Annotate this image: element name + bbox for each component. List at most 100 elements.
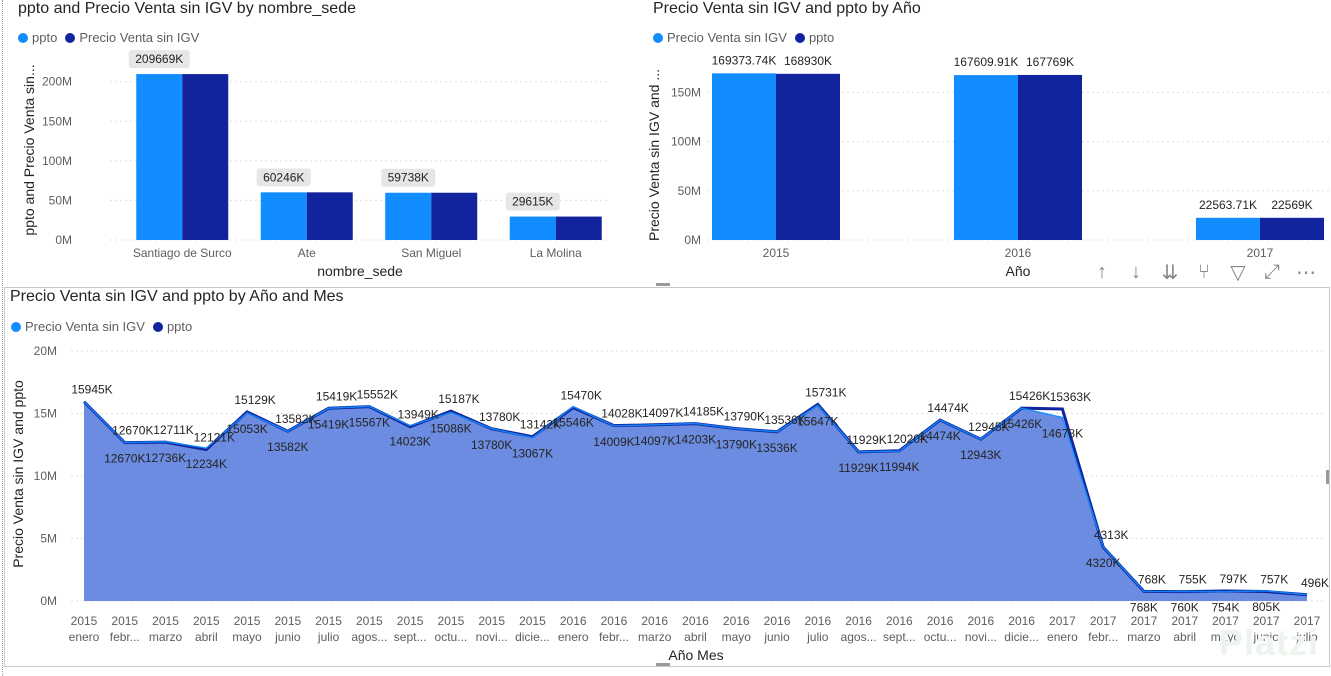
y-axis-title: Precio Venta sin IGV and ... (646, 69, 662, 241)
data-label: 15187K (438, 392, 479, 406)
bar (136, 74, 183, 240)
chart-legend[interactable]: ppto Precio Venta sin IGV (18, 30, 199, 45)
data-label-background (128, 50, 190, 69)
chart-plot[interactable]: 0M 50M 100M 150M 169373.74K 168930K 2015 167609… (643, 0, 1331, 285)
bar (1196, 217, 1260, 240)
data-label: 13142K (520, 418, 561, 432)
chart-legend[interactable]: Precio Venta sin IGV ppto (653, 30, 834, 45)
legend-item-ppto[interactable]: ppto (152, 319, 192, 334)
data-label: 15567K (349, 415, 390, 429)
legend-item-ppto[interactable]: ppto (18, 30, 57, 45)
chart-title: ppto and Precio Venta sin IGV by nombre_… (18, 0, 356, 17)
drill-down-icon[interactable]: ↓ (1131, 260, 1141, 283)
x-axis-title: Año Mes (668, 647, 723, 663)
x-tick-label-year: 2016 (804, 614, 831, 628)
data-label: 13582K (267, 440, 308, 454)
x-tick-label-year: 2016 (764, 614, 791, 628)
expand-next-level-icon[interactable]: ⇊ (1161, 261, 1179, 284)
bar-chart-by-year[interactable]: Precio Venta sin IGV and ppto by Año Pre… (643, 0, 1331, 285)
bar-chart-by-sede[interactable]: ppto and Precio Venta sin IGV by nombre_… (8, 0, 640, 285)
data-label: 4313K (1094, 528, 1129, 542)
data-label: 13780K (471, 438, 512, 452)
series-line (83, 401, 1308, 596)
x-tick-label-month: febr... (599, 630, 629, 644)
x-tick-label-month: julio (1295, 630, 1318, 644)
x-tick-label-month: abril (195, 630, 218, 644)
x-tick-label-month: junio (763, 630, 790, 644)
resize-handle[interactable] (656, 283, 670, 286)
chart-legend[interactable]: Precio Venta sin IGV ppto (11, 319, 192, 334)
resize-handle[interactable] (1326, 470, 1329, 484)
x-tick-label-month: abril (1173, 630, 1196, 644)
data-label: 13949K (397, 408, 438, 422)
x-tick-label: 2015 (763, 246, 790, 260)
legend-item-precio[interactable]: Precio Venta sin IGV (11, 319, 145, 334)
focus-mode-icon[interactable]: ⤢ (1264, 260, 1280, 283)
drill-up-icon[interactable]: ↑ (1097, 260, 1107, 283)
y-tick-label: 20M (34, 344, 57, 358)
data-label: 14678K (1042, 427, 1083, 441)
x-tick-label-year: 2015 (356, 614, 383, 628)
data-label: 14474K (919, 429, 960, 443)
x-tick-label-month: marzo (149, 630, 183, 644)
data-label: 15647K (797, 414, 838, 428)
legend-item-precio[interactable]: Precio Venta sin IGV (65, 30, 199, 45)
data-label: 29615K (512, 195, 553, 209)
data-label: 12234K (186, 457, 227, 471)
chart-title: Precio Venta sin IGV and ppto by Año (653, 0, 921, 17)
x-tick-label-month: julio (317, 630, 340, 644)
x-tick-label-year: 2017 (1253, 614, 1280, 628)
x-tick-label-year: 2015 (438, 614, 465, 628)
x-tick-label-month: julio (806, 630, 829, 644)
data-label: 15426K (1001, 417, 1042, 431)
data-label: 14203K (675, 432, 716, 446)
x-tick-label-year: 2016 (723, 614, 750, 628)
data-label: 12020K (887, 432, 928, 446)
x-tick-label-month: mayo (722, 630, 752, 644)
x-tick-label-year: 2015 (519, 614, 546, 628)
data-label: 13790K (724, 410, 765, 424)
data-label: 169373.74K (712, 53, 777, 67)
legend-item-precio[interactable]: Precio Venta sin IGV (653, 30, 787, 45)
x-tick-label-year: 2015 (234, 614, 261, 628)
legend-dot-icon (152, 321, 163, 332)
chart-plot[interactable]: 0M 50M 100M 150M 200M 209669K Santiago de Surc… (8, 0, 640, 285)
x-tick-label-year: 2016 (886, 614, 913, 628)
data-label: 14097K (634, 434, 675, 448)
y-tick-label: 150M (42, 114, 72, 128)
x-tick-label-month: abril (684, 630, 707, 644)
x-tick-label-year: 2017 (1090, 614, 1117, 628)
area-chart-by-year-month[interactable]: Precio Venta sin IGV and ppto by Año and… (4, 287, 1330, 667)
bar (954, 75, 1018, 240)
more-options-icon[interactable]: ⋯ (1296, 261, 1316, 284)
data-label: 15945K (71, 383, 112, 397)
legend-item-ppto[interactable]: ppto (794, 30, 834, 45)
data-label: 15419K (308, 417, 349, 431)
legend-label: Precio Venta sin IGV (79, 30, 200, 45)
legend-dot-icon (653, 32, 663, 43)
data-label: 757K (1260, 573, 1288, 587)
x-tick-label-month: mayo (1211, 630, 1241, 644)
platzi-watermark: Platzi (1218, 622, 1319, 663)
data-label: 15426K (1009, 389, 1050, 403)
data-label: 11929K (838, 461, 878, 475)
expand-hierarchy-icon[interactable]: ⑂ (1198, 260, 1210, 283)
data-label: 12121K (194, 430, 235, 444)
data-label: 755K (1179, 573, 1207, 587)
y-tick-label: 5M (40, 532, 57, 546)
x-tick-label-month: agos... (841, 630, 877, 644)
legend-label: Precio Venta sin IGV (25, 319, 145, 334)
x-tick-label-month: novi... (965, 630, 997, 644)
legend-dot-icon (11, 321, 21, 332)
x-tick-label-year: 2017 (1171, 614, 1198, 628)
data-label: 11929K (846, 433, 886, 447)
filter-icon[interactable]: ▽ (1230, 261, 1246, 284)
x-tick-label: La Molina (530, 246, 582, 260)
x-tick-label-month: agos... (351, 630, 387, 644)
data-label-background (381, 168, 436, 187)
x-tick-label-month: enero (1047, 630, 1078, 644)
resize-handle[interactable] (656, 663, 670, 666)
chart-title: Precio Venta sin IGV and ppto by Año and… (10, 288, 344, 305)
data-label: 167609.91K (954, 55, 1019, 69)
